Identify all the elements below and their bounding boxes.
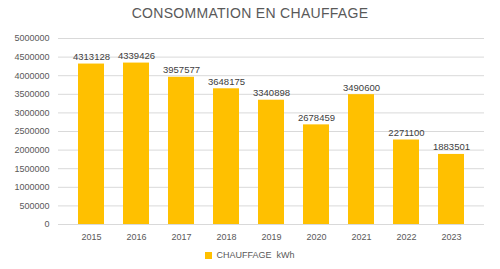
svg-text:3648175: 3648175 [208, 76, 245, 87]
svg-text:4339426: 4339426 [118, 50, 155, 61]
svg-text:4313128: 4313128 [73, 51, 110, 62]
svg-text:4000000: 4000000 [14, 71, 49, 81]
svg-text:2021: 2021 [351, 232, 371, 242]
svg-text:3340898: 3340898 [253, 87, 290, 98]
svg-text:1500000: 1500000 [14, 164, 49, 174]
svg-text:1883501: 1883501 [433, 141, 470, 152]
svg-text:3000000: 3000000 [14, 108, 49, 118]
svg-text:500000: 500000 [19, 201, 49, 211]
svg-text:2271100: 2271100 [388, 127, 424, 138]
svg-text:1000000: 1000000 [14, 182, 49, 192]
svg-text:5000000: 5000000 [14, 33, 49, 43]
svg-text:3500000: 3500000 [14, 89, 49, 99]
svg-text:2500000: 2500000 [14, 126, 49, 136]
svg-text:2019: 2019 [261, 232, 281, 242]
html-text:CHAUFFAGE kWh: CHAUFFAGE kWh [216, 250, 295, 260]
svg-text:2678459: 2678459 [298, 112, 335, 123]
svg-text:2022: 2022 [396, 232, 416, 242]
html-text:CONSOMMATION EN CHAUFFAGE: CONSOMMATION EN CHAUFFAGE [131, 5, 369, 21]
svg-text:2000000: 2000000 [14, 145, 49, 155]
svg-text:4500000: 4500000 [14, 52, 49, 62]
svg-text:0: 0 [44, 219, 49, 229]
svg-text:2023: 2023 [441, 232, 461, 242]
svg-text:2016: 2016 [126, 232, 146, 242]
svg-text:2020: 2020 [306, 232, 326, 242]
svg-text:2015: 2015 [81, 232, 101, 242]
svg-text:2018: 2018 [216, 232, 236, 242]
svg-text:3490600: 3490600 [343, 82, 380, 93]
svg-text:3957577: 3957577 [163, 64, 200, 75]
svg-text:2017: 2017 [171, 232, 191, 242]
